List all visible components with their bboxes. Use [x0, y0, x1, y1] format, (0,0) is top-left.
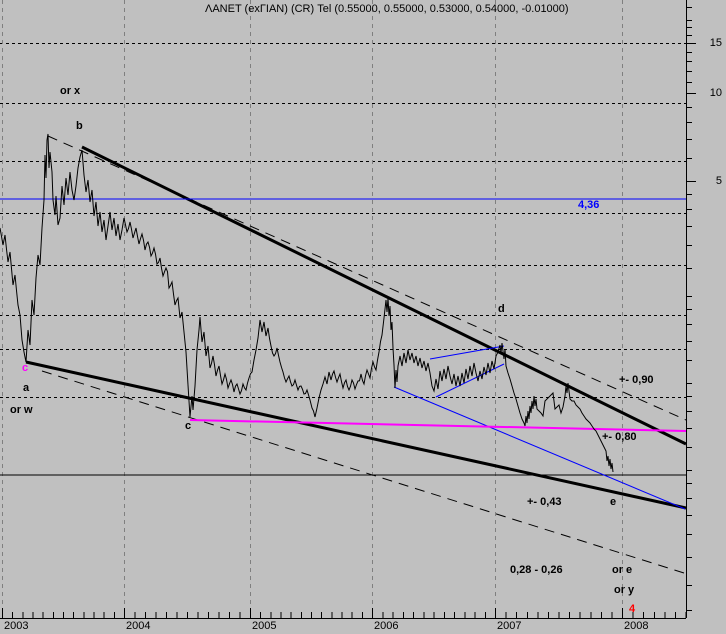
x-axis-label-2006: 2006 — [374, 620, 399, 632]
wave-label-b[interactable]: b — [76, 120, 83, 132]
wave-label-e[interactable]: e — [610, 496, 617, 508]
y-axis-label-15: 15 — [709, 37, 722, 49]
y-axis-label-5: 5 — [715, 175, 722, 187]
level-label-080[interactable]: +- 0,80 — [602, 431, 637, 443]
trendline-upper-main[interactable] — [81, 145, 687, 446]
wave-label-or-y[interactable]: or y — [614, 584, 635, 596]
wave-label-c-magenta[interactable]: c — [22, 362, 29, 374]
trendline-upper-dashed[interactable] — [47, 135, 687, 421]
wave-label-d[interactable]: d — [498, 303, 505, 315]
wave-label-c[interactable]: c — [185, 420, 192, 432]
trendline-magenta[interactable] — [189, 419, 687, 432]
axes — [0, 0, 696, 619]
wave-label-or-e[interactable]: or e — [612, 564, 633, 576]
wave-label-a[interactable]: a — [23, 382, 30, 394]
level-label-090[interactable]: +- 0,90 — [619, 374, 654, 386]
price-series — [0, 133, 614, 473]
x-axis-label-2005: 2005 — [252, 620, 277, 632]
target-label-028-026[interactable]: 0,28 - 0,26 — [510, 564, 563, 576]
trendline-lower-dashed[interactable] — [41, 370, 685, 574]
triangle-upper-blue[interactable] — [429, 345, 505, 360]
annotation-lines — [0, 135, 687, 574]
x-axis-label-2004: 2004 — [126, 620, 151, 632]
gridlines — [0, 0, 686, 618]
trendline-lower-main[interactable] — [25, 360, 687, 510]
wave-label-or-x[interactable]: or x — [60, 85, 81, 97]
wave-label-or-w[interactable]: or w — [10, 404, 33, 416]
chart-title: ΛΑΝΕΤ (exΓΙΑΝ) (CR) Tel (0.55000, 0.5500… — [205, 3, 569, 15]
price-line — [0, 133, 614, 473]
wave-label-4-red[interactable]: 4 — [629, 603, 636, 615]
level-label-436[interactable]: 4,36 — [578, 199, 600, 211]
x-axis-label-2003: 2003 — [4, 620, 29, 632]
x-axis-label-2007: 2007 — [497, 620, 522, 632]
triangle-lower-blue[interactable] — [435, 363, 505, 398]
x-axis-label-2008: 2008 — [624, 620, 649, 632]
level-label-043[interactable]: +- 0,43 — [527, 496, 562, 508]
y-axis-label-10: 10 — [709, 87, 722, 99]
trendline-blue-to-e[interactable] — [393, 386, 686, 510]
